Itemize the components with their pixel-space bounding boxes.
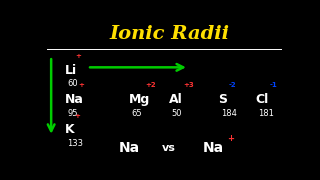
Text: 184: 184 <box>221 109 237 118</box>
Text: K: K <box>65 123 75 136</box>
Text: Al: Al <box>169 93 183 106</box>
Text: +: + <box>75 53 81 59</box>
Text: +: + <box>228 134 235 143</box>
Text: 50: 50 <box>172 109 182 118</box>
Text: 60: 60 <box>67 79 78 88</box>
Text: Na: Na <box>119 141 140 155</box>
Text: +: + <box>78 82 84 88</box>
Text: -1: -1 <box>269 82 277 88</box>
Text: 133: 133 <box>67 139 83 148</box>
Text: vs: vs <box>162 143 176 153</box>
Text: -2: -2 <box>229 82 236 88</box>
Text: Cl: Cl <box>256 93 269 106</box>
Text: Mg: Mg <box>129 93 150 106</box>
Text: +3: +3 <box>183 82 194 88</box>
Text: Na: Na <box>65 93 84 106</box>
Text: Li: Li <box>65 64 77 77</box>
Text: 181: 181 <box>258 109 274 118</box>
Text: Ionic Radii: Ionic Radii <box>109 25 229 43</box>
Text: +: + <box>74 113 80 119</box>
Text: S: S <box>219 93 228 106</box>
Text: +2: +2 <box>145 82 156 88</box>
Text: Na: Na <box>203 141 224 155</box>
Text: 65: 65 <box>132 109 142 118</box>
Text: 95: 95 <box>67 109 78 118</box>
